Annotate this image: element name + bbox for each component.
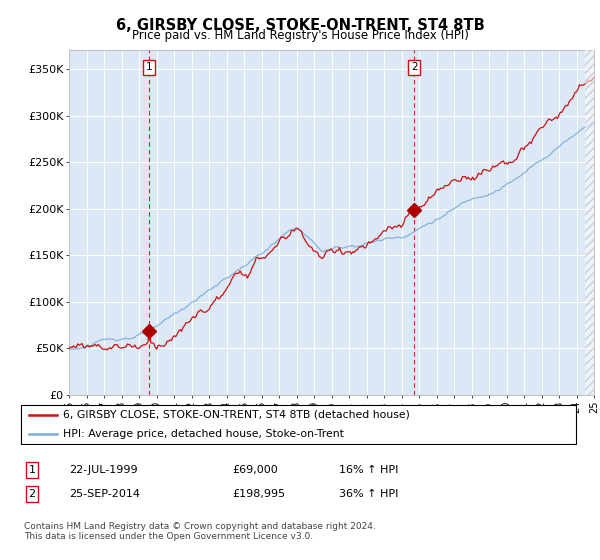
Text: 25-SEP-2014: 25-SEP-2014 (69, 489, 140, 499)
Text: 6, GIRSBY CLOSE, STOKE-ON-TRENT, ST4 8TB (detached house): 6, GIRSBY CLOSE, STOKE-ON-TRENT, ST4 8TB… (63, 409, 410, 419)
Text: 36% ↑ HPI: 36% ↑ HPI (340, 489, 399, 499)
Text: 2: 2 (411, 62, 418, 72)
Text: 1: 1 (145, 62, 152, 72)
Text: 16% ↑ HPI: 16% ↑ HPI (340, 465, 399, 475)
Text: £198,995: £198,995 (232, 489, 286, 499)
Bar (585, 50, 594, 395)
Text: HPI: Average price, detached house, Stoke-on-Trent: HPI: Average price, detached house, Stok… (63, 429, 344, 439)
Text: Price paid vs. HM Land Registry's House Price Index (HPI): Price paid vs. HM Land Registry's House … (131, 29, 469, 42)
Text: 1: 1 (29, 465, 35, 475)
Text: 2: 2 (29, 489, 35, 499)
Text: £69,000: £69,000 (232, 465, 278, 475)
Text: Contains HM Land Registry data © Crown copyright and database right 2024.
This d: Contains HM Land Registry data © Crown c… (23, 522, 376, 542)
FancyBboxPatch shape (21, 405, 577, 444)
Text: 6, GIRSBY CLOSE, STOKE-ON-TRENT, ST4 8TB: 6, GIRSBY CLOSE, STOKE-ON-TRENT, ST4 8TB (116, 18, 484, 34)
Text: 22-JUL-1999: 22-JUL-1999 (69, 465, 137, 475)
